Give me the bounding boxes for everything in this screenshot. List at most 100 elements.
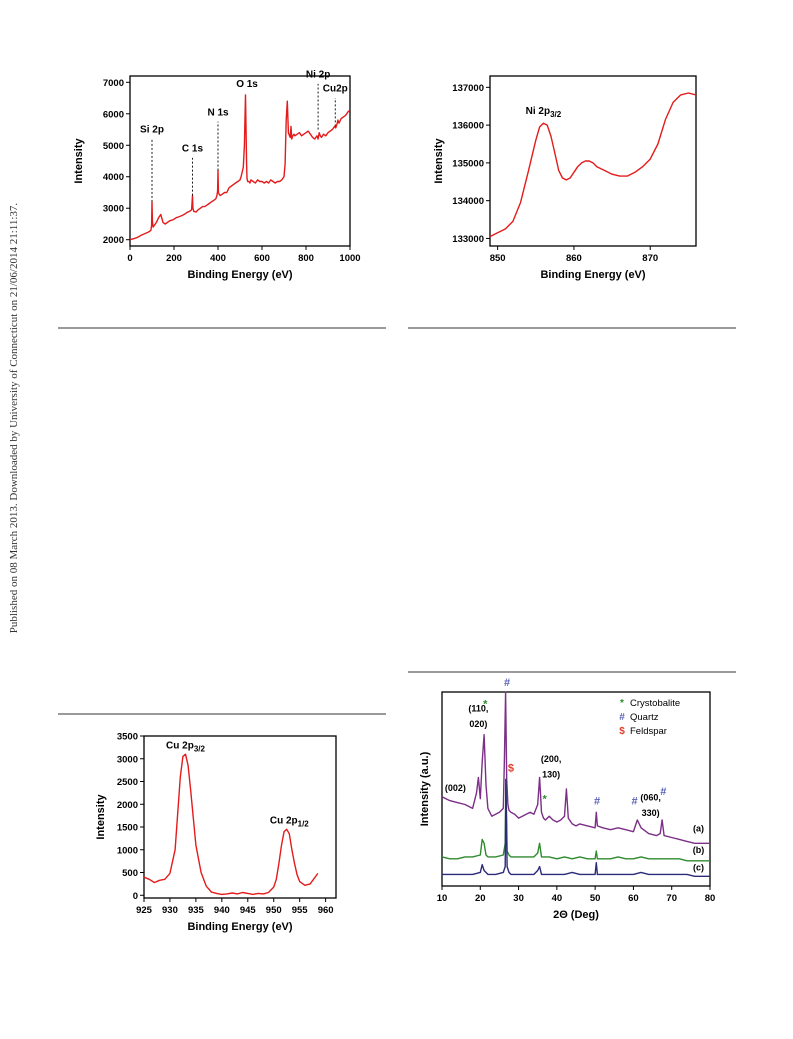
divider-left-top — [58, 327, 386, 329]
side-margin: Published on 08 March 2013. Downloaded b… — [0, 0, 28, 1039]
peak-label: 130) — [542, 769, 560, 779]
x-tick-label: 30 — [513, 893, 524, 904]
y-tick-label: 3500 — [117, 732, 138, 743]
peak-label: Cu 2p3/2 — [166, 740, 205, 753]
y-tick-label: 0 — [133, 891, 138, 902]
chart-xps-survey: 0 200 400 600 800 1000 2000 3000 4000 5000 6000 700… — [68, 66, 368, 296]
x-axis-label: Binding Energy (eV) — [187, 921, 292, 933]
plot-frame — [129, 75, 351, 247]
y-tick-label: 500 — [122, 868, 138, 879]
peak-label: (200, — [541, 754, 562, 764]
plot-frame — [441, 691, 711, 887]
x-tick-label: 400 — [210, 253, 226, 264]
x-tick-label: 960 — [318, 905, 334, 916]
chart-xrd: 10 20 30 40 50 60 70 80 2Θ (Deg) Intensity (a.u.)… — [406, 677, 736, 921]
peak-label: (c) — [693, 862, 704, 872]
peak-label: 330) — [642, 808, 660, 818]
x-tick-label: 870 — [642, 253, 658, 264]
phase-marker: # — [504, 677, 510, 689]
chart-cu-2p: 925 930 935 940 945 950 955 960 0 500 1000 1500 2000… — [86, 726, 366, 946]
peak-label: Si 2p — [140, 125, 164, 136]
peak-label: Ni 2p — [306, 70, 330, 81]
peak-label: (a) — [693, 824, 704, 834]
y-tick-label: 1000 — [117, 845, 138, 856]
legend-symbol: * — [620, 698, 624, 709]
y-tick-label: 134000 — [452, 196, 484, 207]
x-tick-label: 20 — [475, 893, 486, 904]
phase-marker: # — [660, 786, 666, 798]
chart-xrd-svg: 10 20 30 40 50 60 70 80 2Θ (Deg) Intensity (a.u.)… — [419, 677, 716, 921]
series-line-1 — [441, 691, 710, 845]
x-tick-label: 60 — [628, 893, 639, 904]
x-tick-label: 800 — [298, 253, 314, 264]
peak-label: (110, — [468, 703, 488, 713]
phase-marker: # — [632, 796, 638, 808]
y-tick-label: 2500 — [117, 777, 138, 788]
x-axis-label: Binding Energy (eV) — [187, 269, 292, 281]
series-line-1 — [489, 92, 697, 238]
x-tick-label: 925 — [136, 905, 153, 916]
y-tick-label: 6000 — [103, 109, 124, 120]
peak-label: (060, — [640, 793, 661, 803]
peak-label: Cu 2p1/2 — [270, 815, 309, 828]
y-tick-label: 3000 — [117, 754, 138, 765]
plot-frame — [489, 75, 697, 247]
legend-label: Crystobalite — [630, 698, 680, 709]
publication-note: Published on 08 March 2013. Downloaded b… — [8, 202, 20, 634]
x-tick-label: 40 — [552, 893, 563, 904]
y-tick-label: 5000 — [103, 141, 124, 152]
x-axis-label: Binding Energy (eV) — [540, 269, 645, 281]
y-tick-label: 135000 — [452, 158, 484, 169]
x-tick-label: 950 — [266, 905, 282, 916]
peak-label: C 1s — [182, 144, 204, 155]
chart-ni-2p-svg: 850 860 870 133000 134000 135000 136000 137000 B… — [433, 75, 697, 281]
phase-marker: * — [542, 794, 547, 806]
y-tick-label: 3000 — [103, 204, 124, 215]
series-line-1 — [143, 753, 319, 896]
y-tick-label: 133000 — [452, 234, 484, 245]
peak-label: (b) — [693, 845, 705, 855]
x-tick-label: 50 — [590, 893, 601, 904]
peak-label: (002) — [445, 783, 466, 793]
x-tick-label: 0 — [127, 253, 132, 264]
divider-left-bottom — [58, 713, 386, 715]
chart-xps-survey-svg: 0 200 400 600 800 1000 2000 3000 4000 5000 6000 700… — [73, 70, 361, 281]
x-tick-label: 935 — [188, 905, 205, 916]
y-tick-label: 2000 — [103, 235, 124, 246]
x-tick-label: 200 — [166, 253, 182, 264]
x-tick-label: 70 — [666, 893, 677, 904]
y-axis-label: Intensity (a.u.) — [419, 751, 431, 826]
x-tick-label: 930 — [162, 905, 178, 916]
y-axis-label: Intensity — [73, 138, 85, 184]
legend-symbol: $ — [619, 726, 625, 737]
phase-marker: $ — [508, 763, 514, 775]
y-tick-label: 4000 — [103, 172, 124, 183]
plot-frame — [143, 735, 337, 899]
phase-marker: # — [594, 796, 600, 808]
peak-label: N 1s — [207, 107, 229, 118]
x-tick-label: 860 — [566, 253, 582, 264]
x-tick-label: 850 — [490, 253, 506, 264]
y-tick-label: 137000 — [452, 83, 484, 94]
x-tick-label: 10 — [437, 893, 448, 904]
series-line-2 — [441, 778, 710, 862]
peak-label: 020) — [469, 719, 487, 729]
y-tick-label: 1500 — [117, 823, 138, 834]
legend-label: Quartz — [630, 712, 659, 723]
y-tick-label: 7000 — [103, 78, 124, 89]
x-tick-label: 600 — [254, 253, 270, 264]
divider-right-bottom — [408, 671, 736, 673]
legend-label: Feldspar — [630, 726, 667, 737]
x-tick-label: 940 — [214, 905, 230, 916]
series-line-3 — [442, 778, 710, 878]
chart-ni-2p: 850 860 870 133000 134000 135000 136000 137000 B… — [418, 66, 718, 296]
chart-cu-2p-svg: 925 930 935 940 945 950 955 960 0 500 1000 1500 2000… — [95, 732, 337, 933]
x-axis-label: 2Θ (Deg) — [553, 909, 599, 921]
y-axis-label: Intensity — [95, 794, 107, 840]
peak-label: Cu2p — [323, 84, 348, 95]
x-tick-label: 80 — [705, 893, 716, 904]
series-line-1 — [129, 94, 350, 241]
x-tick-label: 1000 — [339, 253, 360, 264]
y-tick-label: 2000 — [117, 800, 138, 811]
phase-marker: * — [483, 699, 488, 711]
